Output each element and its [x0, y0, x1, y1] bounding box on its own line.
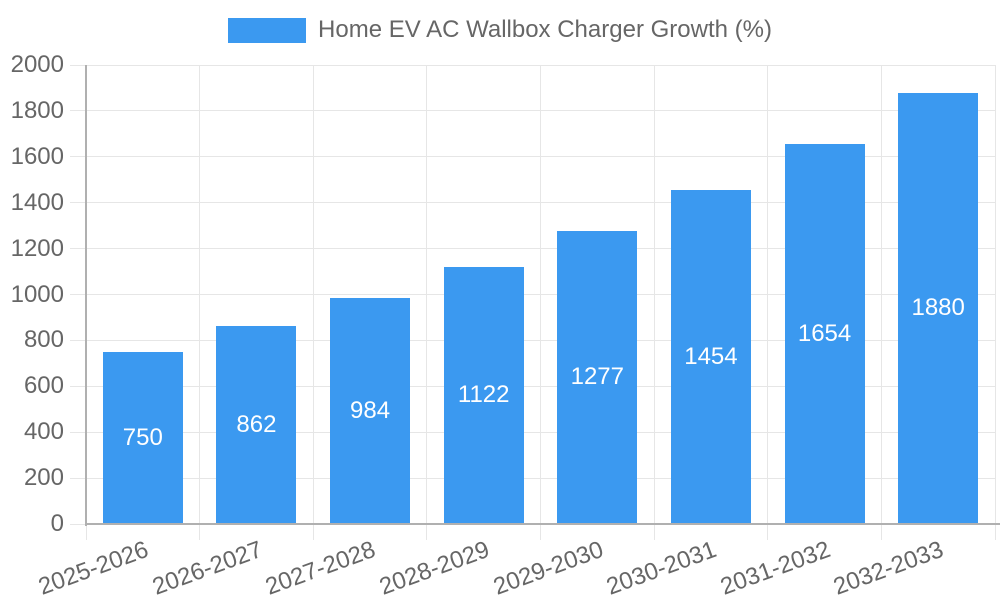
bar-2029-2030: 1277	[557, 230, 638, 524]
bar-2025-2026: 750	[102, 351, 183, 524]
bar-value-label: 1654	[797, 320, 852, 348]
x-gridline	[880, 65, 882, 524]
x-gridline	[199, 65, 201, 524]
x-tick-label: 2025-2026	[34, 536, 153, 600]
bar-2032-2033: 1880	[898, 92, 979, 524]
y-tick-label: 800	[23, 326, 64, 354]
y-tick-mark	[70, 294, 86, 295]
bar-value-label: 984	[350, 397, 391, 425]
x-gridline	[767, 65, 769, 524]
y-tick-label: 2000	[10, 51, 64, 78]
y-tick-mark	[70, 110, 86, 112]
y-tick-mark	[70, 248, 86, 250]
y-tick-mark	[70, 431, 86, 433]
x-gridline	[540, 65, 541, 524]
y-tick-label: 0	[50, 510, 64, 537]
y-tick-label: 1400	[10, 188, 64, 216]
x-tick-label: 2032-2033	[830, 536, 948, 600]
y-tick-mark	[70, 477, 86, 479]
x-tick-mark	[994, 524, 996, 540]
y-tick-label: 1800	[10, 96, 64, 124]
bar-value-label: 862	[236, 411, 277, 439]
bar-2031-2032: 1654	[784, 144, 865, 524]
bar-value-label: 1454	[684, 343, 738, 371]
bar-value-label: 750	[122, 423, 163, 451]
legend-label: Home EV AC Wallbox Charger Growth (%)	[318, 16, 772, 43]
bar-value-label: 1122	[457, 381, 510, 409]
y-tick-label: 400	[23, 418, 64, 446]
x-tick-label: 2028-2029	[375, 536, 493, 600]
x-axis-line	[86, 523, 1000, 525]
x-tick-label: 2031-2032	[716, 536, 834, 600]
y-tick-mark	[70, 202, 86, 204]
x-gridline	[312, 65, 314, 524]
bar-value-label: 1880	[911, 294, 965, 322]
bar-2026-2027: 862	[216, 326, 297, 524]
x-tick-mark	[312, 524, 314, 540]
y-tick-mark	[70, 64, 86, 66]
x-tick-mark	[426, 524, 428, 540]
x-tick-mark	[880, 524, 882, 540]
x-tick-label: 2027-2028	[262, 536, 380, 600]
y-tick-label: 1000	[10, 280, 64, 308]
x-tick-mark	[540, 524, 541, 540]
x-gridline	[653, 65, 655, 524]
legend-swatch	[228, 17, 307, 43]
x-tick-label: 2030-2031	[603, 536, 721, 600]
x-tick-label: 2029-2030	[489, 536, 607, 600]
chart-legend: Home EV AC Wallbox Charger Growth (%)	[0, 16, 1000, 44]
bar-2028-2029: 1122	[443, 266, 524, 524]
x-tick-mark	[199, 524, 201, 540]
y-axis-line	[85, 65, 87, 526]
x-gridline	[426, 65, 428, 524]
x-tick-mark	[767, 524, 769, 540]
y-tick-mark	[70, 156, 86, 158]
y-tick-label: 1200	[10, 234, 64, 262]
y-tick-label: 1600	[10, 142, 64, 170]
y-tick-label: 200	[23, 464, 64, 492]
y-tick-label: 600	[23, 372, 64, 400]
x-tick-label: 2026-2027	[148, 536, 266, 600]
x-tick-mark	[85, 524, 87, 540]
bar-2030-2031: 1454	[670, 190, 751, 524]
bar-value-label: 1277	[570, 363, 624, 391]
y-tick-mark	[70, 385, 86, 387]
y-tick-mark	[70, 523, 86, 525]
y-tick-mark	[70, 339, 86, 341]
bar-2027-2028: 984	[330, 298, 411, 524]
x-tick-mark	[653, 524, 655, 540]
x-gridline	[994, 65, 996, 524]
